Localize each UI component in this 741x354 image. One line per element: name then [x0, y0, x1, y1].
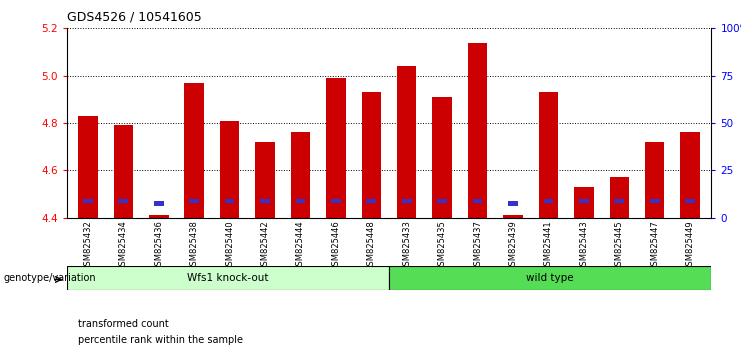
Bar: [190, 199, 199, 203]
Bar: [645, 142, 665, 218]
Bar: [113, 125, 133, 218]
Text: wild type: wild type: [526, 273, 574, 283]
Bar: [149, 215, 168, 218]
Bar: [225, 199, 234, 203]
Bar: [539, 92, 558, 218]
Bar: [154, 201, 164, 206]
Bar: [685, 199, 695, 203]
Bar: [260, 199, 270, 203]
Bar: [650, 199, 659, 203]
Bar: [220, 121, 239, 218]
Text: Wfs1 knock-out: Wfs1 knock-out: [187, 273, 268, 283]
Bar: [290, 132, 310, 218]
Bar: [680, 132, 700, 218]
Bar: [83, 199, 93, 203]
Bar: [119, 199, 128, 203]
Bar: [433, 97, 452, 218]
Bar: [367, 199, 376, 203]
Bar: [397, 66, 416, 218]
Bar: [503, 215, 522, 218]
Bar: [185, 83, 204, 218]
Bar: [544, 199, 554, 203]
Bar: [296, 199, 305, 203]
Bar: [326, 78, 345, 218]
Bar: [389, 266, 711, 290]
Text: percentile rank within the sample: percentile rank within the sample: [78, 335, 243, 345]
Bar: [402, 199, 411, 203]
Bar: [508, 201, 518, 206]
Bar: [473, 199, 482, 203]
Bar: [574, 187, 594, 218]
Bar: [614, 199, 624, 203]
Bar: [67, 266, 389, 290]
Bar: [610, 177, 629, 218]
Bar: [362, 92, 381, 218]
Text: genotype/variation: genotype/variation: [4, 273, 96, 283]
Bar: [256, 142, 275, 218]
Bar: [437, 199, 447, 203]
Bar: [468, 42, 488, 218]
Bar: [331, 199, 341, 203]
Text: GDS4526 / 10541605: GDS4526 / 10541605: [67, 11, 202, 24]
Bar: [579, 199, 588, 203]
Bar: [79, 116, 98, 218]
Text: transformed count: transformed count: [78, 319, 168, 329]
